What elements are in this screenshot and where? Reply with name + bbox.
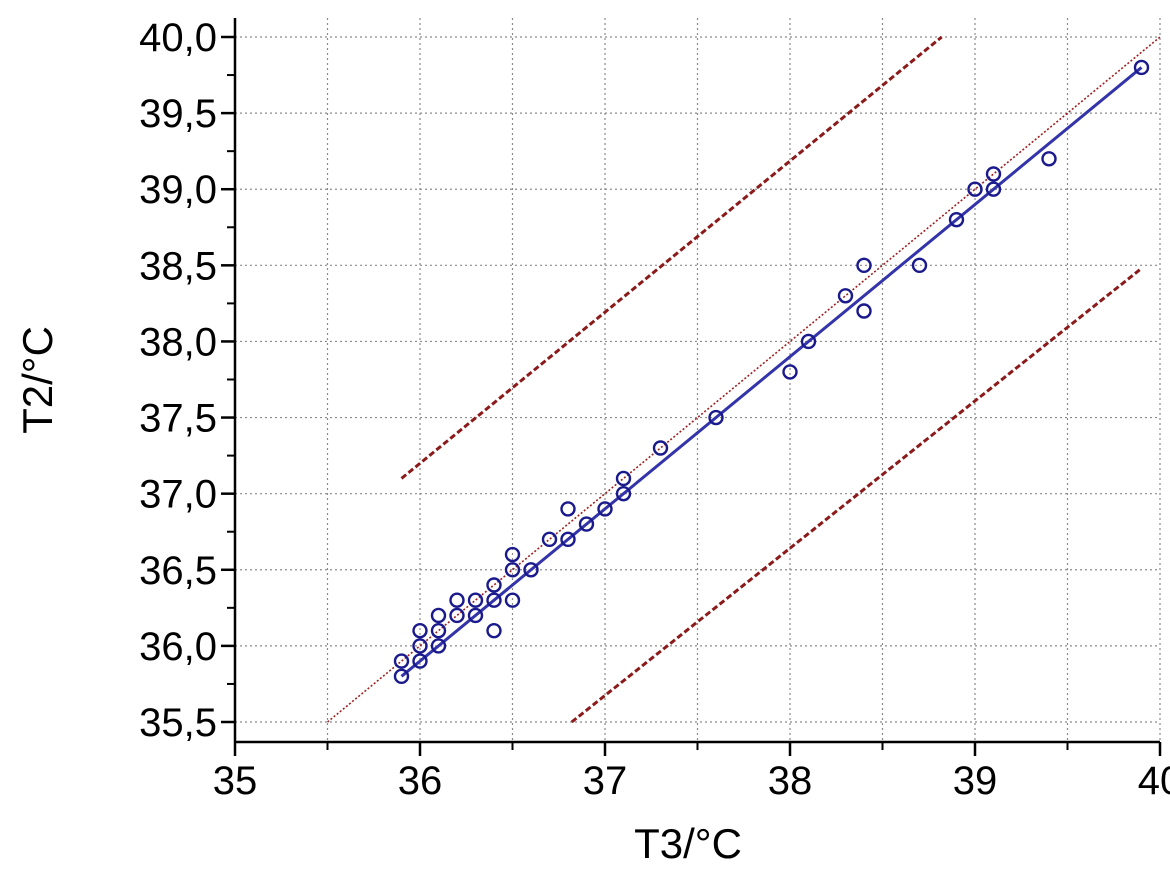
- data-point: [412, 622, 428, 639]
- data-point: [430, 607, 447, 624]
- data-point: [430, 638, 447, 654]
- data-point: [467, 607, 484, 624]
- data-point: [412, 653, 428, 669]
- tick-labels: 35,5 36,0 36,5 37,0 37,5 38,0 38,5 39,0 39,5 40,0…: [139, 16, 1170, 803]
- y-tick-label: 39,0: [139, 168, 217, 212]
- data-point: [560, 531, 576, 548]
- data-point: [800, 333, 817, 350]
- y-tick-label: 39,5: [139, 92, 217, 136]
- data-point: [560, 501, 576, 517]
- data-point: [504, 562, 521, 578]
- data-point: [615, 485, 632, 502]
- x-tick-label: 39: [953, 759, 998, 803]
- data-point: [1041, 151, 1057, 167]
- data-point: [486, 592, 502, 608]
- data-point: [837, 288, 854, 304]
- y-tick-label: 38,0: [139, 320, 217, 364]
- data-point: [393, 668, 410, 685]
- data-point: [541, 531, 558, 548]
- data-point: [430, 622, 447, 639]
- data-point: [652, 440, 669, 456]
- y-axis-title: T2/°C: [14, 326, 61, 434]
- x-tick-label: 38: [768, 759, 813, 803]
- data-point: [523, 562, 539, 578]
- lower-limit-line: [570, 267, 1143, 724]
- y-tick-label: 40,0: [139, 16, 217, 60]
- data-point: [948, 211, 965, 228]
- x-tick-label: 37: [583, 759, 628, 803]
- x-tick-label: 36: [398, 759, 443, 803]
- data-point: [985, 181, 1002, 197]
- data-point: [504, 546, 521, 563]
- data-point: [856, 257, 872, 274]
- y-tick-label: 36,0: [139, 625, 217, 669]
- x-axis-title: T3/°C: [634, 820, 742, 867]
- x-tick-label: 35: [213, 759, 258, 803]
- axes: [221, 18, 1162, 756]
- data-point: [449, 592, 465, 608]
- y-tick-label: 35,5: [139, 701, 217, 745]
- grid: [235, 18, 1161, 742]
- data-point: [597, 501, 613, 517]
- regression-line: [400, 66, 1143, 678]
- data-point: [708, 409, 724, 426]
- data-point: [486, 622, 502, 639]
- y-tick-label: 37,0: [139, 473, 217, 517]
- data-point: [486, 577, 502, 593]
- data-point: [412, 638, 428, 654]
- data-point: [449, 607, 465, 624]
- fit-lines: [326, 35, 1161, 724]
- data-point: [1133, 59, 1150, 76]
- data-point: [985, 166, 1002, 182]
- data-point: [911, 257, 928, 274]
- data-point: [578, 516, 595, 532]
- data-point: [856, 303, 872, 319]
- upper-limit-line: [400, 35, 943, 480]
- y-tick-label: 37,5: [139, 397, 217, 441]
- data-points: [393, 59, 1150, 685]
- data-point: [967, 181, 983, 197]
- y-tick-label: 36,5: [139, 549, 217, 593]
- data-point: [782, 364, 798, 380]
- x-tick-label: 40: [1138, 759, 1170, 803]
- data-point: [615, 470, 632, 487]
- data-point: [467, 592, 484, 608]
- data-point: [504, 592, 521, 608]
- data-point: [393, 653, 410, 669]
- y-tick-label: 38,5: [139, 244, 217, 288]
